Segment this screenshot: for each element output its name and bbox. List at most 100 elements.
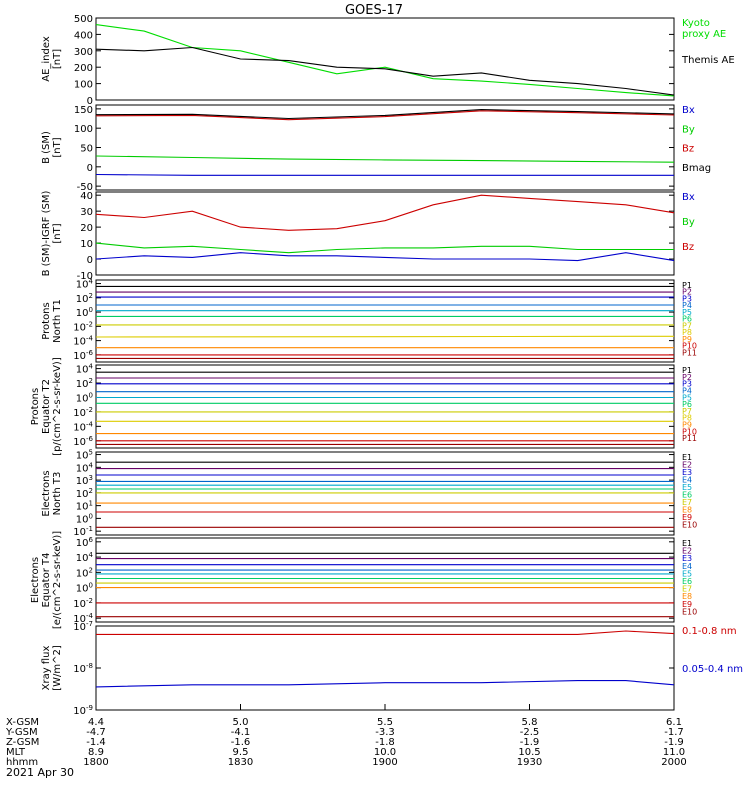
ylabel-line: [nT] <box>52 49 63 69</box>
legend-entry: P1 <box>682 281 692 290</box>
ylabel: Protons Equator T2 [p/(cm^2-s-sr-keV)] <box>30 357 63 456</box>
series-line <box>95 110 675 121</box>
legend-entry: Themis AE <box>681 55 735 66</box>
ytick-label: 10-7 <box>73 620 93 633</box>
ytick-label: 0 <box>87 96 93 107</box>
ylabel-line: North T1 <box>52 299 63 343</box>
ytick-label: 104 <box>76 461 94 474</box>
ylabel: B (SM) [nT] <box>41 131 63 164</box>
legend-entry: P4 <box>682 386 692 395</box>
ytick-label: 100 <box>74 124 93 135</box>
orbit-cell: 4.4 <box>88 717 104 728</box>
legend-entry: P9 <box>682 421 692 430</box>
ylabel-line: Xray flux <box>41 646 52 691</box>
ytick-label: 100 <box>76 306 93 319</box>
legend-entry: P1 <box>682 366 692 375</box>
series-line <box>95 680 675 688</box>
orbit-cell: 1900 <box>372 757 397 768</box>
legend-entry: E1 <box>682 453 692 462</box>
ylabel-line: Equator T2 <box>41 379 52 434</box>
ytick-label: 10-2 <box>73 320 93 333</box>
legend-entry: P6 <box>682 400 692 409</box>
legend-entry: E3 <box>682 554 692 563</box>
legend-entry: Bz <box>682 144 694 155</box>
panel-frame <box>95 537 675 623</box>
series-line <box>95 24 675 97</box>
ytick-label: 0 <box>87 255 93 266</box>
panel-frame <box>95 451 675 536</box>
ytick-label: 102 <box>76 377 93 390</box>
ytick-label: 104 <box>76 278 94 291</box>
ytick-label: 10-4 <box>73 335 93 348</box>
orbit-cell: 1800 <box>83 757 108 768</box>
ytick-label: 10-6 <box>73 349 93 362</box>
legend-entry: By <box>682 124 695 135</box>
ytick-label: 30 <box>80 207 93 218</box>
ylabel: Electrons North T3 <box>41 470 63 516</box>
orbit-cell: 5.0 <box>233 717 249 728</box>
orbit-cell: -3.3 <box>375 727 395 738</box>
orbit-row-label: hhmm <box>6 757 38 768</box>
panel-frame <box>95 364 675 449</box>
ytick-label: -10 <box>77 271 93 282</box>
legend-entry: E8 <box>682 592 692 601</box>
ylabel-line: [e/(cm^2-s-sr-keV)] <box>52 531 63 629</box>
ytick-label: 100 <box>76 582 93 595</box>
ytick-label: 200 <box>74 63 93 74</box>
legend-entry: E9 <box>682 600 692 609</box>
series-line <box>95 109 675 120</box>
orbit-cell: 8.9 <box>88 747 104 758</box>
orbit-row-label: MLT <box>6 747 26 758</box>
orbit-cell: -1.4 <box>86 737 106 748</box>
legend-entry: Bmag <box>682 163 711 174</box>
legend-entry: Bz <box>682 242 694 253</box>
legend-entry: E10 <box>682 607 697 616</box>
ytick-label: 104 <box>76 363 94 376</box>
series-line <box>95 46 675 96</box>
panel-frame <box>95 625 675 711</box>
ytick-label: 40 <box>80 191 93 202</box>
ytick-label: 10-2 <box>73 406 93 419</box>
orbit-cell: 5.8 <box>522 717 538 728</box>
ylabel-line: Electrons <box>41 470 52 516</box>
series-line <box>96 630 675 635</box>
ytick-label: 105 <box>76 449 93 462</box>
panel-3: 40 30 20 10 0 -10 B (SM)-IGRF (SM) [nT] Bx By Bz <box>41 191 695 282</box>
legend-entry: E2 <box>682 547 692 556</box>
ytick-label: 100 <box>76 512 93 525</box>
legend-entry: 0.1-0.8 nm <box>682 626 737 637</box>
legend-entry: 0.05-0.4 nm <box>682 664 743 675</box>
legend-entry: P5 <box>682 308 692 317</box>
ytick-label: 10-8 <box>73 662 93 675</box>
legend-entry: E9 <box>682 513 692 522</box>
panel-frame <box>95 191 675 276</box>
legend-entry: P3 <box>682 380 692 389</box>
figure-title: GOES-17 <box>345 3 403 18</box>
ylabel-line: [p/(cm^2-s-sr-keV)] <box>52 357 63 456</box>
legend-entry: E7 <box>682 585 692 594</box>
legend-entry: P10 <box>682 342 697 351</box>
legend-entry: Kyoto <box>682 18 710 29</box>
legend-entry: E6 <box>682 577 692 586</box>
legend-entry: E2 <box>682 461 692 470</box>
orbit-cell: 9.5 <box>233 747 249 758</box>
legend-entry: Bx <box>682 192 695 203</box>
panel-7: 106 104 102 100 10-2 10-4 Electrons Equator T4[… <box>30 531 697 629</box>
legend-entry: P10 <box>682 427 697 436</box>
panel-frame <box>95 279 675 363</box>
ytick-label: 10-6 <box>73 435 93 448</box>
ylabel: B (SM)-IGRF (SM) [nT] <box>41 191 63 277</box>
legend-entry: P9 <box>682 335 692 344</box>
legend-entry: E10 <box>682 521 697 530</box>
orbit-cell: 6.1 <box>666 717 682 728</box>
ytick-label: 102 <box>76 566 93 579</box>
ytick-label: 150 <box>74 105 93 116</box>
series-line <box>95 173 674 176</box>
date-label: 2021 Apr 30 <box>6 766 74 779</box>
ytick-label: 20 <box>80 223 93 234</box>
legend-entry: By <box>682 217 695 228</box>
ytick-label: -50 <box>77 182 93 193</box>
